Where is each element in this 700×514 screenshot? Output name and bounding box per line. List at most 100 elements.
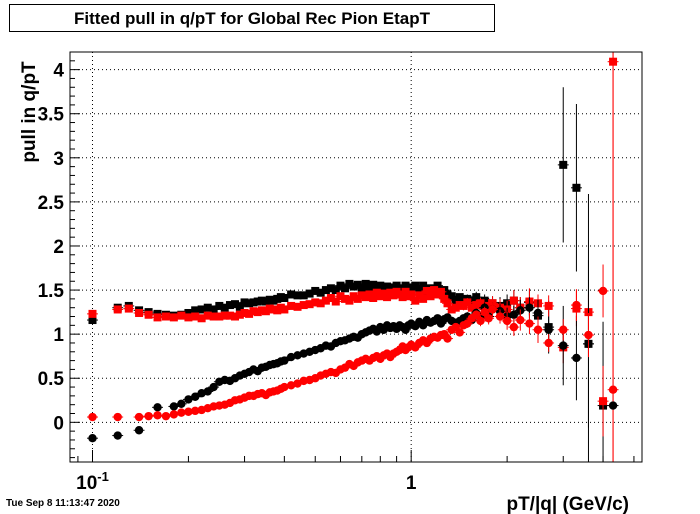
data-point-square <box>463 298 472 307</box>
data-point-square <box>411 281 420 290</box>
data-point-square <box>443 299 452 308</box>
data-point-square <box>407 283 416 292</box>
data-point-circle <box>544 338 553 348</box>
data-point-circle <box>572 353 581 363</box>
data-point-square <box>230 312 239 321</box>
data-point-square <box>287 290 296 299</box>
data-point-square <box>124 304 133 313</box>
data-point-square <box>401 287 410 296</box>
y-tick-label: 4 <box>53 61 64 82</box>
data-point-square <box>476 299 485 308</box>
data-point-square <box>316 288 325 297</box>
data-point-square <box>209 305 218 314</box>
y-tick-label: 0 <box>53 413 64 434</box>
data-point-square <box>341 284 350 293</box>
data-point-circle <box>177 399 186 409</box>
data-point-square <box>316 299 325 308</box>
data-point-square <box>357 284 366 293</box>
data-point-square <box>326 284 335 293</box>
data-point-square <box>184 308 193 317</box>
data-point-circle <box>134 426 144 435</box>
data-point-square <box>326 294 335 302</box>
data-point-square <box>249 307 258 316</box>
data-point-square <box>430 286 439 295</box>
data-point-circle <box>495 312 505 321</box>
data-point-square <box>191 312 200 321</box>
data-point-square <box>240 308 249 317</box>
data-point-circle <box>113 431 122 440</box>
data-point-square <box>345 296 354 305</box>
data-point-square <box>419 281 428 290</box>
y-tick-label: 3.5 <box>38 105 65 126</box>
data-point-square <box>191 306 200 315</box>
data-point-square <box>345 279 354 288</box>
data-point-square <box>88 316 97 325</box>
data-point-square <box>235 302 244 311</box>
data-point-square <box>480 296 489 305</box>
data-point-square <box>249 298 258 307</box>
data-point-circle <box>280 356 289 365</box>
data-point-square <box>203 303 212 312</box>
data-point-circle <box>134 412 144 422</box>
data-point-circle <box>88 412 97 422</box>
data-point-square <box>203 311 212 320</box>
data-point-square <box>215 312 224 321</box>
chart-title-box: Fitted pull in q/pT for Global Rec Pion … <box>9 4 495 32</box>
data-point-circle <box>480 307 489 317</box>
data-point-square <box>257 296 266 305</box>
data-point-square <box>392 281 401 290</box>
data-point-square <box>245 309 254 318</box>
data-point-square <box>113 305 122 314</box>
data-point-square <box>305 300 314 309</box>
data-point-square <box>88 309 97 318</box>
timestamp: Tue Sep 8 11:13:47 2020 <box>6 498 120 509</box>
y-tick-label: 1 <box>53 325 64 346</box>
data-point-square <box>153 313 162 322</box>
data-point-square <box>376 281 385 290</box>
grid-layer <box>70 52 642 462</box>
data-point-circle <box>472 310 481 319</box>
data-point-circle <box>559 325 568 334</box>
data-point-square <box>467 303 476 312</box>
data-point-square <box>509 296 518 305</box>
data-point-square <box>331 297 340 306</box>
data-point-circle <box>598 286 608 296</box>
data-point-square <box>447 305 456 314</box>
data-point-circle <box>161 411 171 421</box>
data-point-square <box>280 294 289 302</box>
data-point-circle <box>525 303 534 312</box>
data-point-square <box>353 294 362 303</box>
data-point-square <box>353 280 362 289</box>
data-point-square <box>161 312 170 321</box>
data-point-square <box>599 397 608 406</box>
data-point-square <box>305 289 314 298</box>
chart-title: Fitted pull in q/pT for Global Rec Pion … <box>73 9 431 28</box>
data-point-square <box>419 294 428 303</box>
data-point-circle <box>203 387 212 396</box>
axis-layer: 0 0.5 1 1.5 2 2.5 3 3.5 4 10-1 1 <box>38 51 635 494</box>
data-point-circle <box>572 300 581 310</box>
x-tick-label: 1 <box>406 473 417 494</box>
data-layer <box>87 52 619 462</box>
y-tick-label: 2 <box>53 237 64 258</box>
data-point-square <box>401 281 410 290</box>
data-point-circle <box>190 392 200 401</box>
data-point-square <box>472 301 481 310</box>
data-point-square <box>433 281 442 290</box>
data-point-square <box>245 299 254 308</box>
data-point-square <box>177 311 186 320</box>
data-point-square <box>559 160 568 169</box>
data-point-square <box>455 293 464 302</box>
data-point-square <box>257 306 266 315</box>
data-point-square <box>299 291 308 300</box>
data-point-square <box>572 183 581 192</box>
data-point-circle <box>476 316 485 326</box>
y-axis-label: pull in q/pT <box>19 61 40 163</box>
data-point-square <box>472 293 481 302</box>
data-point-circle <box>455 328 464 337</box>
data-point-square <box>235 310 244 319</box>
data-point-square <box>215 301 224 310</box>
data-point-square <box>447 292 456 301</box>
data-point-square <box>225 301 234 310</box>
